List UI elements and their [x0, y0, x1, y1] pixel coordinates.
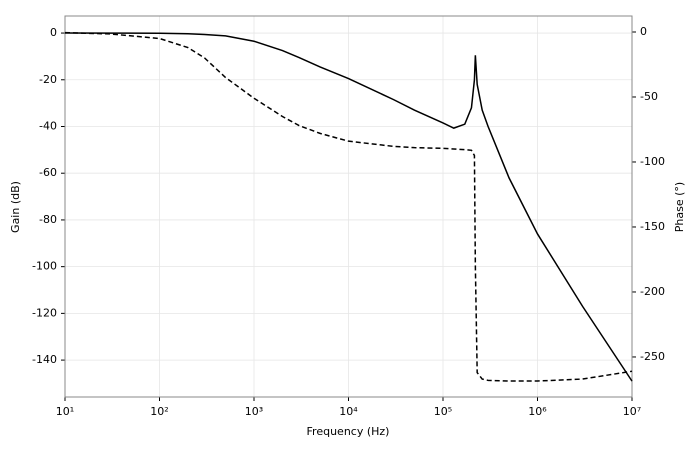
x-tick-label: 10³	[245, 405, 263, 418]
y2-tick-label: -250	[640, 350, 665, 363]
y2-axis-label: Phase (°)	[673, 182, 686, 232]
y-tick-label: -100	[32, 260, 57, 273]
y-tick-label: -60	[39, 166, 57, 179]
y2-tick-label: -50	[640, 90, 658, 103]
y-tick-label: -20	[39, 73, 57, 86]
y-tick-label: 0	[50, 26, 57, 39]
x-axis-label: Frequency (Hz)	[307, 425, 390, 438]
x-tick-label: 10⁵	[434, 405, 452, 418]
y2-tick-label: -100	[640, 155, 665, 168]
series-line	[64, 32, 633, 382]
series-line	[64, 31, 633, 382]
x-tick-label: 10²	[150, 405, 168, 418]
x-tick-label: 10⁴	[339, 405, 358, 418]
y-tick-label: -80	[39, 213, 57, 226]
y-tick-label: -40	[39, 119, 57, 132]
x-tick-label: 10⁷	[623, 405, 641, 418]
y-axis-label: Gain (dB)	[9, 181, 22, 233]
y-tick-label: -140	[32, 353, 57, 366]
plot-frame	[64, 15, 633, 398]
y2-tick-label: -150	[640, 220, 665, 233]
x-tick-label: 10⁶	[528, 405, 547, 418]
x-tick-label: 10¹	[56, 405, 74, 418]
y-tick-label: -120	[32, 306, 57, 319]
y2-tick-label: -200	[640, 285, 665, 298]
y2-tick-label: 0	[640, 25, 647, 38]
